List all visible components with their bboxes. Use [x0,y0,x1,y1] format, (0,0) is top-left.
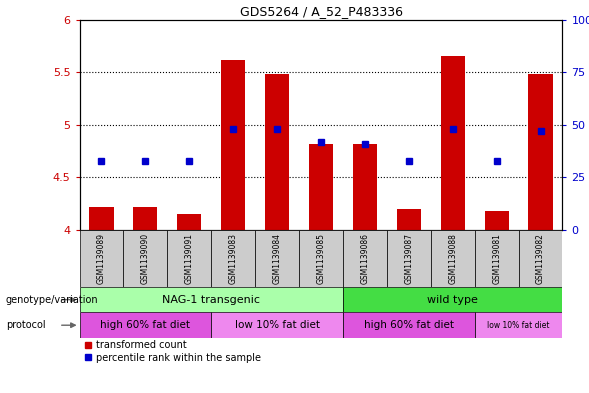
Bar [167,230,211,287]
Text: GSM1139085: GSM1139085 [316,233,326,284]
Bar [475,230,518,287]
Legend: transformed count, percentile rank within the sample: transformed count, percentile rank withi… [84,340,261,363]
Text: GSM1139091: GSM1139091 [185,233,194,284]
Bar [80,312,211,338]
Text: high 60% fat diet: high 60% fat diet [100,320,190,330]
Text: GSM1139083: GSM1139083 [229,233,238,284]
Bar [343,312,475,338]
Text: GSM1139084: GSM1139084 [273,233,282,284]
Bar [299,230,343,287]
Bar [353,144,377,230]
Bar [518,230,562,287]
Bar [80,230,124,287]
Text: GSM1139082: GSM1139082 [536,233,545,284]
Bar [431,230,475,287]
Text: low 10% fat diet: low 10% fat diet [234,320,320,330]
Title: GDS5264 / A_52_P483336: GDS5264 / A_52_P483336 [240,6,402,18]
Bar [221,60,245,230]
Text: protocol: protocol [6,320,45,330]
Bar [177,214,201,230]
Bar [124,230,167,287]
Text: genotype/variation: genotype/variation [6,295,98,305]
Bar [475,312,562,338]
Bar [211,312,343,338]
Bar [343,287,562,312]
Text: GSM1139089: GSM1139089 [97,233,106,284]
Bar [90,207,114,230]
Bar [397,209,421,230]
Bar [265,74,289,230]
Text: GSM1139090: GSM1139090 [141,233,150,284]
Text: GSM1139086: GSM1139086 [360,233,369,284]
Text: high 60% fat diet: high 60% fat diet [364,320,454,330]
Text: GSM1139081: GSM1139081 [492,233,501,284]
Text: GSM1139087: GSM1139087 [404,233,413,284]
Bar [387,230,431,287]
Text: wild type: wild type [427,295,478,305]
Bar [485,211,509,230]
Text: low 10% fat diet: low 10% fat diet [487,321,550,330]
Bar [211,230,255,287]
Text: NAG-1 transgenic: NAG-1 transgenic [162,295,260,305]
Text: GSM1139088: GSM1139088 [448,233,457,284]
Bar [441,57,465,230]
Bar [80,287,343,312]
Bar [255,230,299,287]
Bar [133,207,157,230]
Bar [309,144,333,230]
Bar [343,230,387,287]
Bar [528,74,552,230]
